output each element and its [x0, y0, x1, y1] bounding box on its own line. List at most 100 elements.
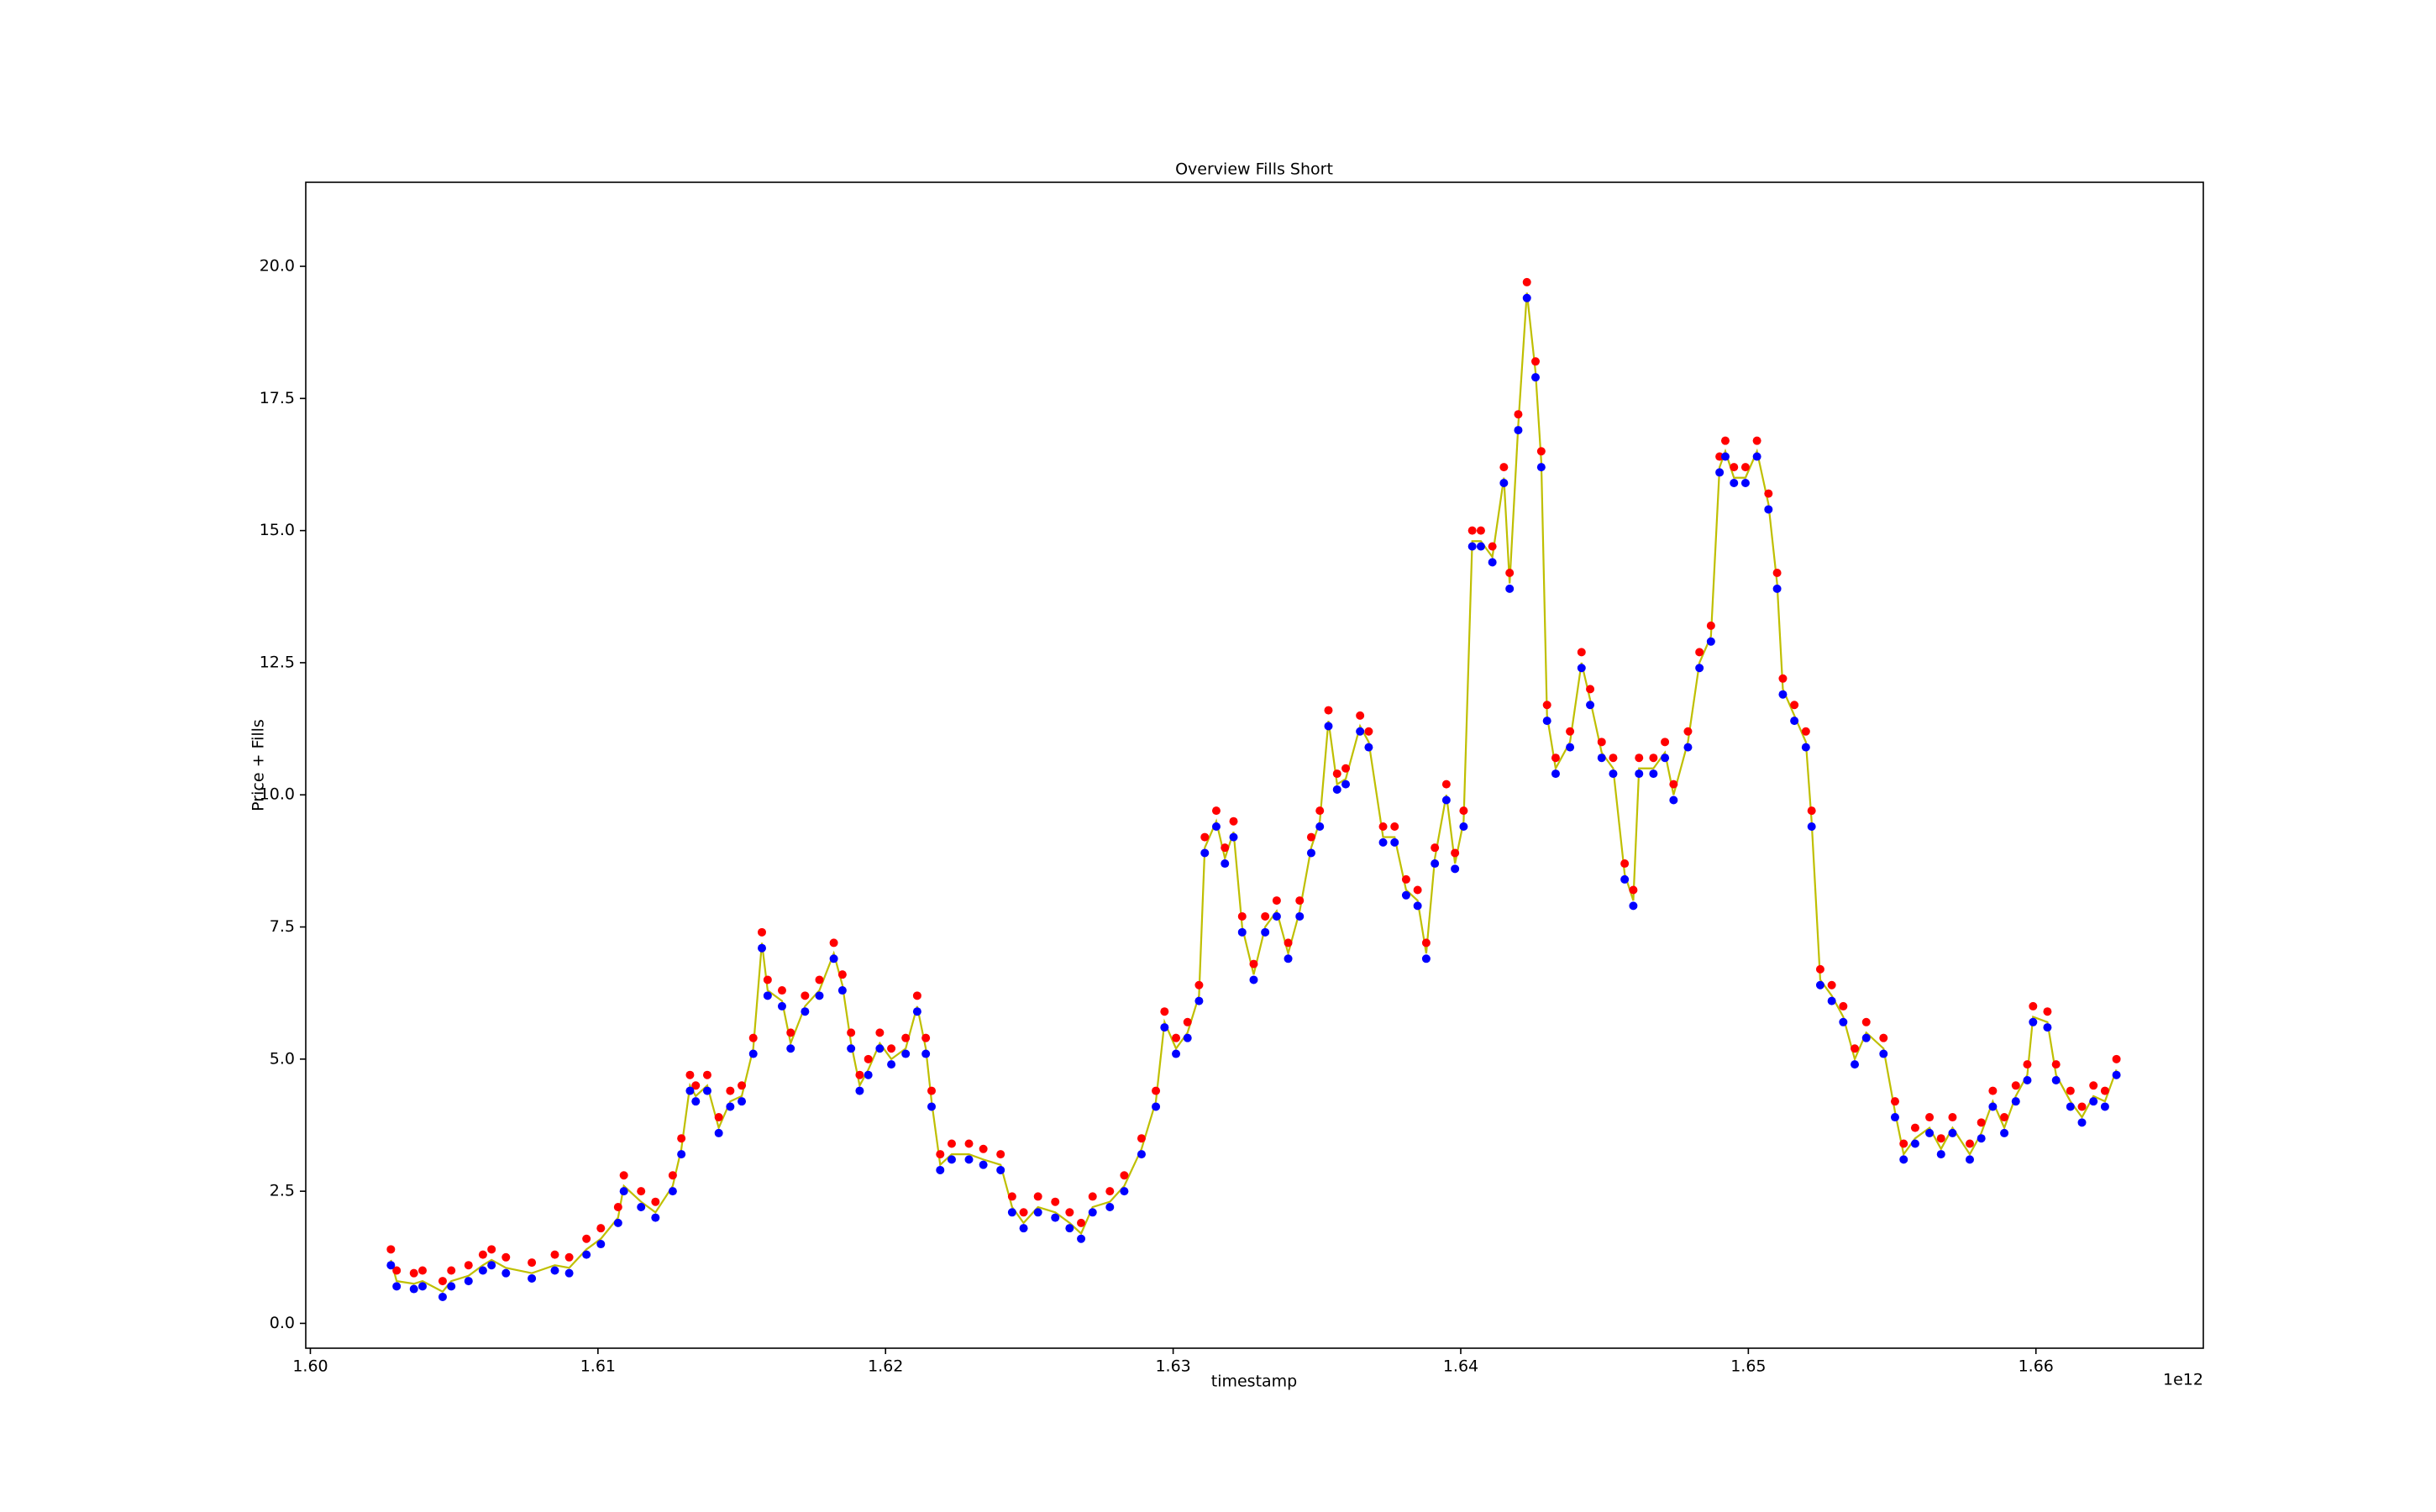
fill-marker — [1695, 664, 1704, 673]
fill-marker — [1332, 785, 1341, 794]
fill-marker — [1324, 706, 1333, 715]
fill-marker — [1137, 1134, 1146, 1143]
fill-marker — [1441, 780, 1451, 789]
fill-marker — [651, 1197, 660, 1206]
fill-marker — [1237, 911, 1247, 921]
fill-marker — [1720, 436, 1730, 445]
fill-marker — [1522, 293, 1531, 302]
fill-marker — [582, 1250, 591, 1259]
fill-marker — [2051, 1060, 2061, 1069]
fill-marker — [1160, 1023, 1169, 1032]
fill-marker — [1839, 1017, 1848, 1026]
fill-marker — [979, 1160, 988, 1169]
fill-marker — [837, 970, 847, 979]
fill-marker — [2066, 1086, 2075, 1095]
fill-marker — [1899, 1139, 1908, 1148]
fill-marker — [936, 1165, 945, 1174]
fill-marker — [947, 1155, 956, 1164]
fill-marker — [1499, 479, 1509, 488]
fill-marker — [528, 1258, 537, 1268]
fill-marker — [409, 1268, 418, 1278]
fill-marker — [1065, 1224, 1074, 1233]
fill-marker — [1306, 848, 1315, 858]
fill-marker — [1211, 806, 1221, 816]
fill-marker — [1948, 1128, 1957, 1137]
fill-marker — [1879, 1033, 1888, 1042]
fill-marker — [1476, 542, 1485, 551]
fill-marker — [1390, 822, 1399, 831]
fill-marker — [651, 1213, 660, 1222]
fill-marker — [726, 1086, 735, 1095]
x-tick-label: 1.62 — [868, 1357, 903, 1376]
fill-marker — [1249, 975, 1258, 984]
fill-marker — [801, 1007, 810, 1016]
fill-marker — [1715, 468, 1725, 477]
fill-marker — [464, 1261, 473, 1270]
fill-marker — [1378, 822, 1388, 831]
fill-marker — [1200, 832, 1210, 842]
fill-marker — [677, 1150, 686, 1159]
fill-marker — [1152, 1102, 1161, 1111]
fill-marker — [1120, 1187, 1129, 1196]
fill-marker — [1597, 753, 1606, 763]
fill-marker — [702, 1086, 711, 1095]
fill-marker — [1669, 780, 1678, 789]
fill-marker — [901, 1033, 911, 1042]
fill-marker — [1720, 452, 1730, 461]
y-tick-label: 10.0 — [260, 785, 295, 804]
fill-marker — [786, 1028, 795, 1037]
fill-marker — [447, 1282, 456, 1291]
fill-marker — [2112, 1054, 2121, 1063]
fill-marker — [487, 1261, 496, 1270]
fill-marker — [1566, 727, 1575, 736]
fill-marker — [1910, 1123, 1919, 1132]
fill-marker — [478, 1250, 487, 1259]
fill-marker — [1249, 959, 1258, 969]
fill-marker — [1077, 1234, 1086, 1243]
fill-marker — [418, 1266, 428, 1275]
fill-marker — [1172, 1033, 1181, 1042]
fill-marker — [2011, 1097, 2020, 1106]
fill-marker — [996, 1150, 1005, 1159]
fill-marker — [1324, 722, 1333, 731]
fill-marker — [738, 1097, 747, 1106]
fill-marker — [714, 1128, 723, 1137]
fill-marker — [921, 1033, 931, 1042]
fill-marker — [2029, 1001, 2038, 1011]
price-line — [390, 292, 2118, 1294]
fill-marker — [1421, 938, 1431, 948]
fill-marker — [1861, 1033, 1871, 1042]
fill-marker — [864, 1054, 873, 1063]
fill-marker — [996, 1165, 1005, 1174]
fill-marker — [1988, 1102, 1998, 1111]
fill-marker — [1531, 357, 1541, 366]
fill-marker — [912, 991, 921, 1000]
fill-marker — [1401, 874, 1410, 884]
fill-marker — [1137, 1150, 1146, 1159]
fill-marker — [855, 1070, 864, 1079]
x-tick-label: 1.60 — [292, 1357, 328, 1376]
fill-marker — [1019, 1224, 1028, 1233]
fill-marker — [864, 1070, 873, 1079]
fill-marker — [1752, 436, 1761, 445]
x-tick-label: 1.61 — [580, 1357, 616, 1376]
fill-marker — [927, 1086, 937, 1095]
fill-marker — [392, 1266, 402, 1275]
fill-marker — [1827, 980, 1836, 990]
fill-marker — [2077, 1102, 2087, 1111]
fill-marker — [596, 1240, 606, 1249]
fill-marker — [2112, 1070, 2121, 1079]
fill-marker — [1200, 848, 1210, 858]
fill-marker — [1925, 1128, 1935, 1137]
fill-marker — [1033, 1192, 1042, 1201]
fill-marker — [1790, 717, 1799, 726]
fill-marker — [1172, 1049, 1181, 1058]
fill-marker — [1764, 505, 1773, 514]
fill-marker — [478, 1266, 487, 1275]
fill-marker — [921, 1049, 931, 1058]
fill-marker — [1051, 1213, 1060, 1222]
fill-marker — [1284, 954, 1293, 963]
fill-marker — [1536, 463, 1546, 472]
fill-marker — [1586, 701, 1595, 710]
fill-marker — [1356, 711, 1365, 720]
